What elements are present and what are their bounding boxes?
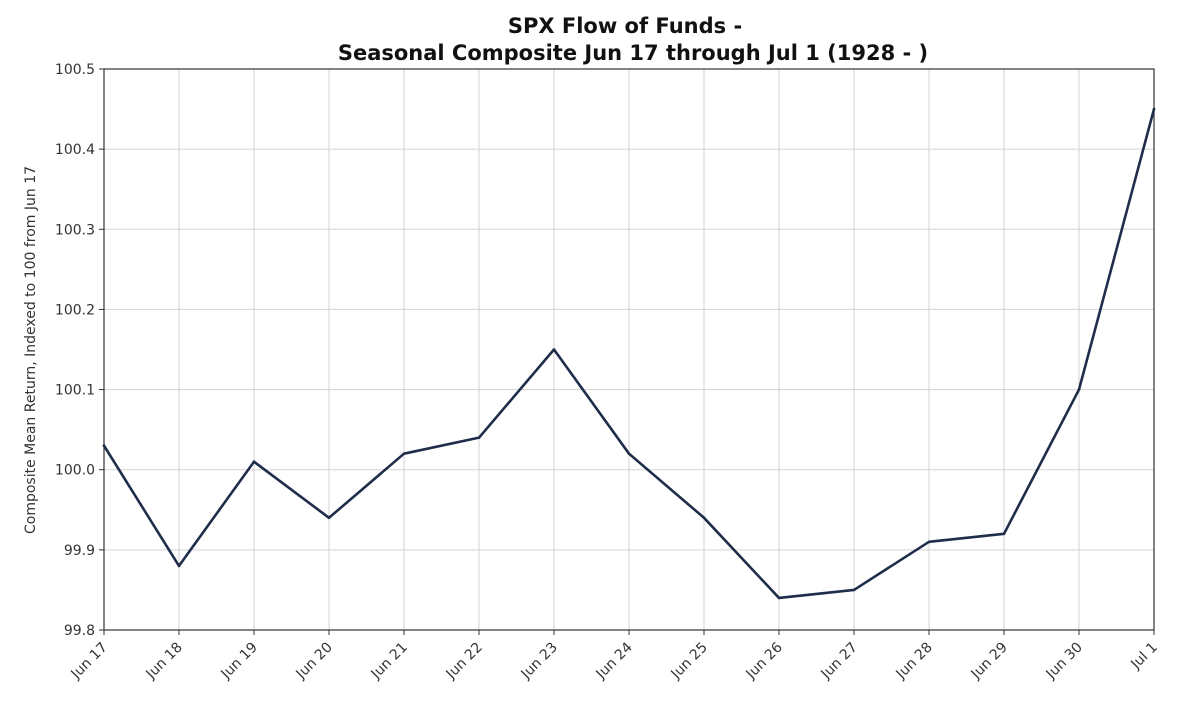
- x-tick-label: Jun 18: [143, 640, 186, 683]
- x-tick-label: Jun 29: [968, 640, 1011, 683]
- x-tick-label: Jun 24: [593, 639, 636, 682]
- data-point: [927, 540, 931, 544]
- x-tick-label: Jun 23: [518, 640, 561, 683]
- x-tick-label: Jun 25: [668, 640, 711, 683]
- data-point: [402, 452, 406, 455]
- data-point: [327, 516, 331, 520]
- data-point: [252, 460, 256, 464]
- x-tick-label: Jun 20: [293, 640, 336, 683]
- y-tick-label: 100.0: [55, 463, 95, 479]
- grid: [103, 68, 1155, 631]
- data-point: [627, 452, 631, 455]
- x-tick-label: Jun 19: [218, 640, 261, 683]
- data-point: [702, 516, 706, 520]
- chart-title: SPX Flow of Funds -: [508, 14, 742, 38]
- data-point: [552, 348, 556, 351]
- data-point: [1077, 388, 1081, 391]
- y-axis-label: Composite Mean Return, Indexed to 100 fr…: [23, 166, 39, 534]
- chart-subtitle: Seasonal Composite Jun 17 through Jul 1 …: [338, 41, 928, 65]
- x-tick-label: Jun 22: [443, 640, 486, 683]
- y-tick-label: 100.1: [55, 383, 95, 399]
- x-tick-label: Jun 17: [68, 640, 111, 683]
- plot-frame: [99, 68, 1155, 635]
- x-tick-label: Jun 26: [743, 639, 786, 682]
- y-tick-label: 100.3: [55, 222, 95, 238]
- x-tick-label: Jul 1: [1127, 640, 1160, 673]
- plot-border: [103, 68, 1155, 631]
- y-tick-label: 100.2: [55, 302, 95, 318]
- x-tick-label: Jun 30: [1043, 640, 1086, 683]
- x-tick-label: Jun 21: [368, 640, 411, 683]
- data-point: [852, 588, 856, 592]
- data-point: [1152, 107, 1156, 111]
- data-point: [477, 436, 481, 439]
- y-tick-label: 99.9: [64, 543, 95, 559]
- y-tick-label: 100.5: [55, 62, 95, 78]
- y-tick-label: 100.4: [55, 142, 95, 158]
- data-point: [102, 444, 106, 447]
- y-tick-label: 99.8: [64, 623, 95, 639]
- data-point: [1002, 532, 1006, 536]
- series-layer: [102, 107, 1156, 600]
- tick-labels: Jun 17 Jun 18 Jun 19 Jun 20 Jun 21 Jun 22 Jun …: [55, 62, 1161, 683]
- x-tick-label: Jun 28: [893, 640, 936, 683]
- x-tick-label: Jun 27: [818, 640, 861, 683]
- data-point: [177, 564, 181, 568]
- data-point: [777, 596, 781, 600]
